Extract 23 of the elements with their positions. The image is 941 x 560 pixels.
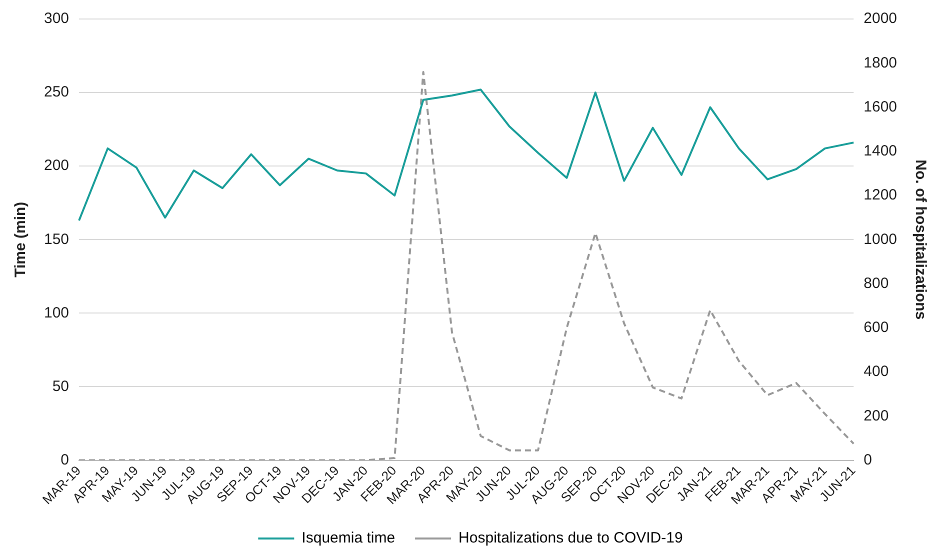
legend-label: Hospitalizations due to COVID-19 xyxy=(458,530,683,547)
y-tick-label: 50 xyxy=(52,378,70,395)
y2-tick-label: 800 xyxy=(864,274,889,292)
y2-tick-label: 1000 xyxy=(864,230,898,248)
line-series xyxy=(78,70,855,460)
y2-tick-label: 600 xyxy=(864,319,889,336)
y2-tick-label: 1800 xyxy=(864,54,898,72)
y2-tick-label: 1600 xyxy=(864,98,898,116)
legend-label: Isquemia time xyxy=(302,530,396,547)
y2-tick-label: 0 xyxy=(864,451,872,468)
y-tick-label: 200 xyxy=(44,157,70,174)
y2-tick-label: 2000 xyxy=(864,10,898,28)
y-axis-title: Time (min) xyxy=(12,202,30,278)
y2-tick-label: 1400 xyxy=(864,142,898,160)
y-tick-label: 250 xyxy=(44,84,70,101)
y2-axis-title: No. of hospitalizations xyxy=(912,160,929,320)
y2-tick-label: 200 xyxy=(864,407,889,424)
y-tick-label: 150 xyxy=(44,230,70,248)
y-tick-label: 100 xyxy=(44,304,70,322)
y2-tick-label: 400 xyxy=(864,363,889,380)
y-tick-label: 0 xyxy=(60,451,70,468)
y-tick-label: 300 xyxy=(44,10,70,28)
y2-tick-label: 1200 xyxy=(864,186,898,204)
